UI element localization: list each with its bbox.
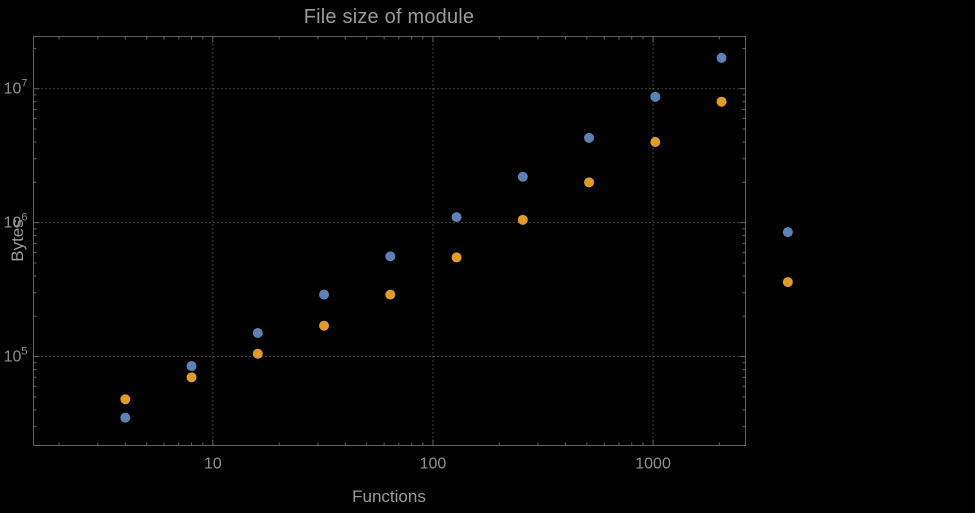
x-tick-label: 100 — [420, 456, 447, 473]
x-tick-label: 10 — [204, 456, 222, 473]
chart-title: File size of module — [303, 6, 475, 28]
data-point-series-2-orange — [385, 289, 396, 300]
data-point-series-1-blue — [716, 52, 727, 63]
x-tick-label: 1000 — [635, 456, 671, 473]
data-point-series-1-blue — [451, 212, 462, 223]
data-point-series-2-orange — [782, 277, 793, 288]
data-point-series-2-orange — [252, 348, 263, 359]
data-point-series-2-orange — [120, 394, 131, 405]
data-point-series-2-orange — [319, 320, 330, 331]
data-point-series-2-orange — [716, 96, 727, 107]
y-tick-label: 105 — [4, 346, 28, 366]
data-point-series-1-blue — [186, 361, 197, 372]
y-tick-label: 106 — [4, 212, 28, 232]
data-point-series-1-blue — [517, 171, 528, 182]
x-axis-label: Functions — [352, 487, 426, 506]
data-point-series-1-blue — [319, 289, 330, 300]
y-axis-label: Bytes — [8, 219, 27, 262]
data-point-series-2-orange — [451, 252, 462, 263]
data-point-series-2-orange — [186, 372, 197, 383]
data-point-series-1-blue — [650, 91, 661, 102]
y-tick-label: 107 — [4, 78, 28, 98]
plot-frame — [33, 36, 746, 446]
data-point-series-1-blue — [584, 132, 595, 143]
data-point-series-1-blue — [120, 412, 131, 423]
data-point-series-2-orange — [650, 137, 661, 148]
data-point-series-1-blue — [385, 251, 396, 262]
data-point-series-1-blue — [782, 227, 793, 238]
data-point-series-2-orange — [517, 214, 528, 225]
data-point-series-2-orange — [584, 177, 595, 188]
data-point-series-1-blue — [252, 327, 263, 338]
